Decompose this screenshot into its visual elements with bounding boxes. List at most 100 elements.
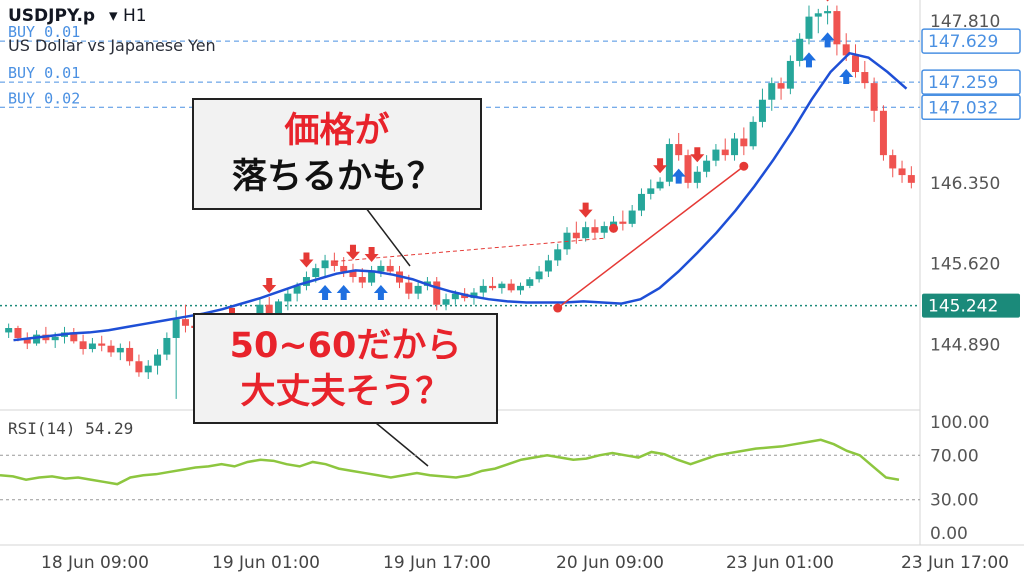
candle-body [535,271,543,280]
callout-pointer [375,422,429,467]
candle-body [591,227,599,233]
candle-body [628,210,636,224]
candle-body [135,361,143,373]
sell-arrow-icon [364,246,379,262]
candle-body [107,345,115,353]
candle-body [405,282,413,294]
candle-body [879,110,887,156]
rsi-tick-label: 30.00 [930,491,979,511]
candle-body [51,336,59,341]
time-tick-label: 23 Jun 17:00 [901,553,1009,573]
buy-arrow-icon [671,168,686,184]
sell-arrow-icon [826,0,829,2]
candle-body [23,337,31,344]
candle-body [833,11,841,45]
candle-body [758,99,766,122]
candle-body [703,160,711,172]
candle-body [796,38,804,61]
candle-body [312,268,320,278]
candle-body [470,292,478,299]
candle-body [321,260,329,269]
candle-body [554,249,562,261]
candle-body [33,334,41,344]
candle-body [88,343,96,350]
callout-line-1: 50~60だから [229,326,462,366]
time-tick-label: 23 Jun 01:00 [726,553,834,573]
candle-body [907,175,915,183]
candle-body [582,227,590,239]
candle-body [731,138,739,156]
candle-body [870,83,878,111]
candle-body [814,13,822,17]
time-tick-label: 19 Jun 01:00 [212,553,320,573]
order-price-tag [921,28,1021,54]
candle-body [368,271,376,283]
symbol-description: US Dollar vs Japanese Yen [8,36,216,55]
candle-body [637,193,645,211]
order-price-tag [921,94,1021,121]
callout-pointer [365,207,411,267]
candle-body [824,11,832,14]
trendline-extension [334,237,605,263]
candle-body [433,281,441,305]
candle-body [684,155,692,183]
price-tick-label: 145.620 [930,255,1000,275]
order-line-label: BUY 0.02 [8,89,80,107]
candle-body [675,144,683,156]
buy-arrow-icon [373,285,388,301]
time-tick-label: 20 Jun 09:00 [556,553,664,573]
candle-body [712,149,720,161]
candle-body [898,168,906,176]
candle-body [656,181,664,189]
trendline-anchor [739,161,749,171]
candle-body [386,265,394,272]
candle-body [498,283,506,289]
candle-body [414,285,422,294]
candle-body [479,285,487,293]
candle-body [749,121,757,147]
candle-body [889,155,897,169]
trendline-anchor [553,303,563,313]
candle-body [163,337,171,355]
candle-body [619,221,627,224]
rsi-tick-label: 70.00 [930,446,979,466]
sell-arrow-icon [690,147,705,163]
candle-body [600,226,608,233]
callout-line-2: 大丈夫そう？ [240,372,451,412]
candle-body [172,319,180,338]
time-tick-label: 19 Jun 17:00 [383,553,491,573]
trendline-anchor [609,223,619,233]
candle-body [377,265,385,272]
candle-body [721,149,729,156]
candle-body [572,232,580,239]
candle-body [507,283,515,291]
candle-body [740,138,748,147]
candle-body [265,304,273,316]
price-tick-label: 144.890 [930,336,1000,356]
candle-body [330,260,338,266]
buy-arrow-icon [839,68,854,84]
candle-body [154,354,162,366]
timeframe-label[interactable]: ▾ H1 [109,6,147,26]
candle-body [777,83,785,89]
symbol-header[interactable]: USDJPY.p ▾ H1 [8,6,147,26]
moving-average-line [13,51,908,342]
candle-body [665,144,673,182]
callout-rsi-ok: 50~60だから 大丈夫そう？ [193,313,498,424]
buy-arrow-icon [820,32,835,48]
order-line-label: BUY 0.01 [8,64,80,82]
sell-arrow-icon [345,244,360,260]
sell-arrow-icon [262,277,277,293]
candle-body [442,299,450,305]
candle-body [358,277,366,283]
candle-body [284,293,292,302]
candle-body [693,171,701,183]
rsi-label: RSI(14) 54.29 [8,419,133,438]
price-tick-label: 146.350 [930,174,1000,194]
bid-price-label: 145.242 [928,297,998,317]
candle-body [116,347,124,353]
candle-body [647,188,655,194]
candle-body [14,328,22,338]
order-price-label: 147.259 [928,73,998,93]
